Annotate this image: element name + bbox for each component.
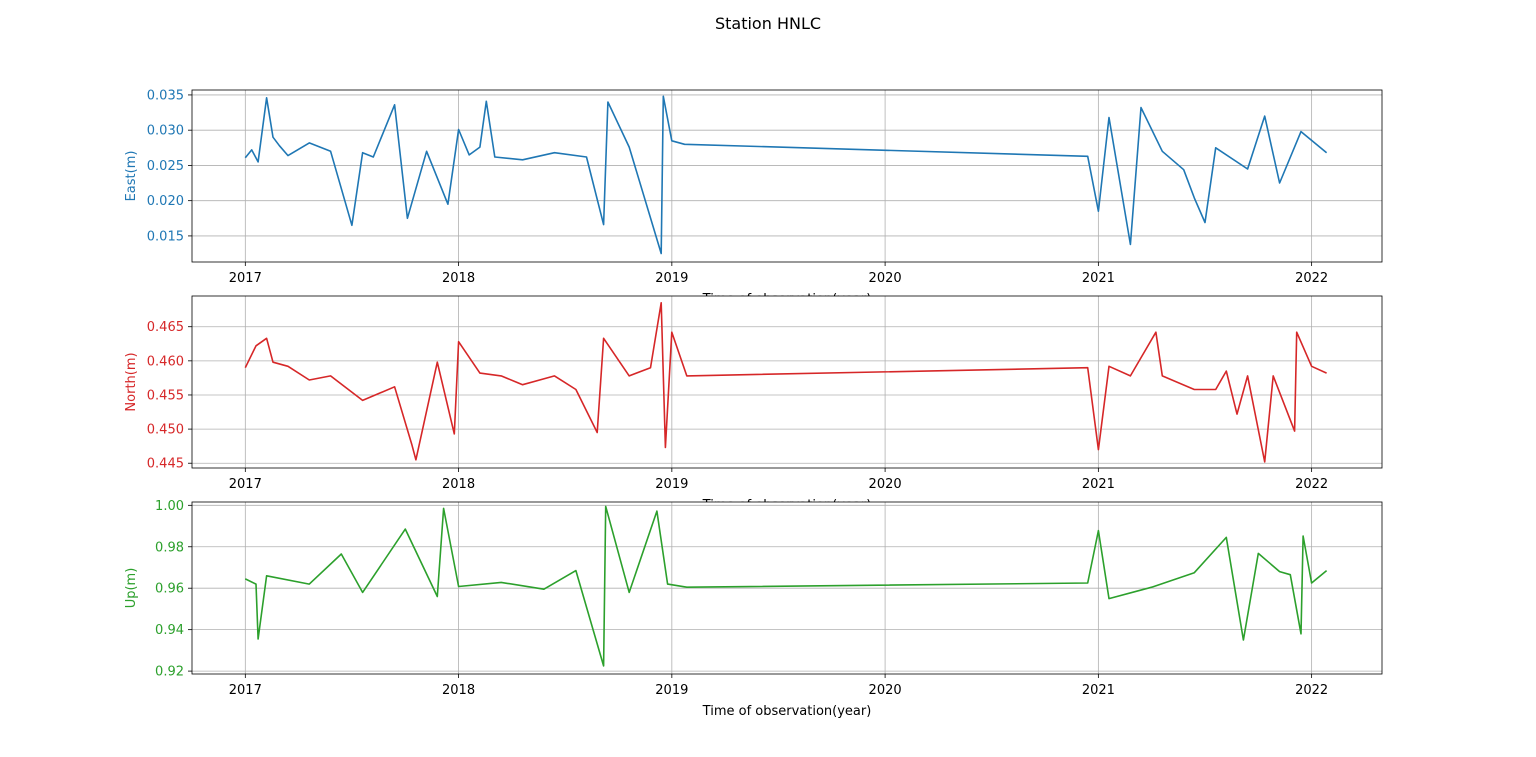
up-x-tick-label: 2018 xyxy=(442,683,475,698)
up-y-tick-label: 0.92 xyxy=(155,665,184,680)
north-x-tick-label: 2021 xyxy=(1082,477,1115,492)
east-y-tick-label: 0.020 xyxy=(147,194,184,209)
east-x-tick-label: 2019 xyxy=(655,271,688,286)
east-x-tick-label: 2017 xyxy=(229,271,262,286)
east-x-tick-label: 2021 xyxy=(1082,271,1115,286)
up-series-line xyxy=(244,505,1328,667)
north-x-tick-label: 2017 xyxy=(229,477,262,492)
north-plot-area xyxy=(192,296,1382,468)
up-x-tick-label: 2020 xyxy=(869,683,902,698)
north-y-tick-label: 0.445 xyxy=(147,457,184,472)
east-panel: 2017 2018 2019 2020 2021 2022 0.015 0.020 0.025 0… xyxy=(124,88,1383,307)
east-axes-frame xyxy=(191,89,1383,263)
east-x-tick-label: 2020 xyxy=(869,271,902,286)
north-x-tick-label: 2019 xyxy=(655,477,688,492)
east-y-tick-label: 0.015 xyxy=(147,229,184,244)
east-x-tick-label: 2022 xyxy=(1295,271,1328,286)
north-axes-frame xyxy=(191,295,1383,469)
north-series-line xyxy=(244,301,1327,463)
north-panel: 2017 2018 2019 2020 2021 2022 0.445 0.450 0.455 0… xyxy=(124,295,1383,513)
up-y-tick-label: 0.94 xyxy=(155,623,184,638)
up-y-axis-label: Up(m) xyxy=(124,568,139,609)
up-axes-frame xyxy=(191,501,1383,675)
up-x-tick-label: 2021 xyxy=(1082,683,1115,698)
north-y-tick-label: 0.465 xyxy=(147,320,184,335)
east-x-tick-label: 2018 xyxy=(442,271,475,286)
up-y-tick-label: 0.96 xyxy=(155,582,184,597)
up-y-tick-label: 1.00 xyxy=(155,499,184,514)
figure-title: Station HNLC xyxy=(715,14,821,33)
up-x-tick-label: 2017 xyxy=(229,683,262,698)
north-y-tick-label: 0.455 xyxy=(147,388,184,403)
north-y-tick-label: 0.460 xyxy=(147,354,184,369)
east-y-axis-label: East(m) xyxy=(124,151,139,202)
up-x-tick-label: 2019 xyxy=(655,683,688,698)
north-y-axis-label: North(m) xyxy=(124,352,139,411)
up-x-axis-label: Time of observation(year) xyxy=(702,704,872,719)
up-panel: 2017 2018 2019 2020 2021 2022 0.92 0.94 0.96 0.98… xyxy=(124,499,1383,719)
north-x-tick-label: 2018 xyxy=(442,477,475,492)
east-plot-area xyxy=(192,90,1382,262)
up-y-tick-label: 0.98 xyxy=(155,540,184,555)
east-y-tick-label: 0.030 xyxy=(147,124,184,139)
up-x-tick-label: 2022 xyxy=(1295,683,1328,698)
east-y-tick-label: 0.035 xyxy=(147,88,184,103)
north-y-tick-label: 0.450 xyxy=(147,423,184,438)
east-y-tick-label: 0.025 xyxy=(147,159,184,174)
north-x-tick-label: 2020 xyxy=(869,477,902,492)
north-x-tick-label: 2022 xyxy=(1295,477,1328,492)
east-series-line xyxy=(244,95,1328,255)
